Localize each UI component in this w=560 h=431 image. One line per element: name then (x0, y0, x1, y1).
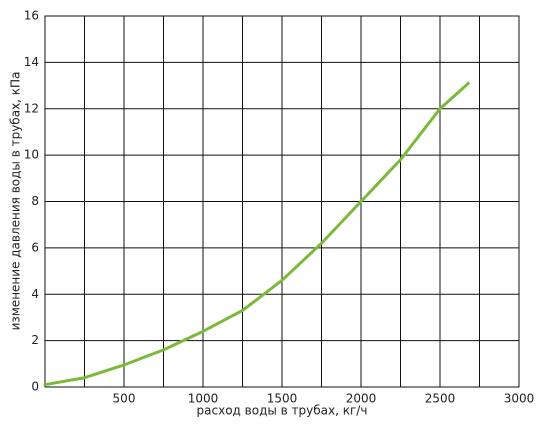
y-tick-label: 2 (31, 333, 39, 347)
y-tick-label: 6 (31, 240, 39, 254)
x-tick-label: 2500 (425, 392, 456, 406)
y-tick-label: 4 (31, 287, 39, 301)
y-tick-label: 8 (31, 194, 39, 208)
plot-frame (44, 15, 520, 388)
x-axis-title: расход воды в трубах, кг/ч (197, 404, 368, 418)
x-tick-label: 1500 (267, 392, 298, 406)
x-tick-label: 3000 (504, 392, 535, 406)
y-tick-label: 16 (24, 9, 39, 23)
y-axis-title: изменение давления воды в трубах, кПа (9, 72, 23, 331)
y-tick-label: 0 (31, 380, 39, 394)
y-tick-label: 10 (24, 148, 39, 162)
x-tick-label: 2000 (346, 392, 377, 406)
data-line (43, 81, 470, 387)
y-tick-label: 12 (24, 101, 39, 115)
x-tick-label: 1000 (188, 392, 219, 406)
x-tick-label: 500 (113, 392, 136, 406)
y-tick-label: 14 (24, 55, 39, 69)
